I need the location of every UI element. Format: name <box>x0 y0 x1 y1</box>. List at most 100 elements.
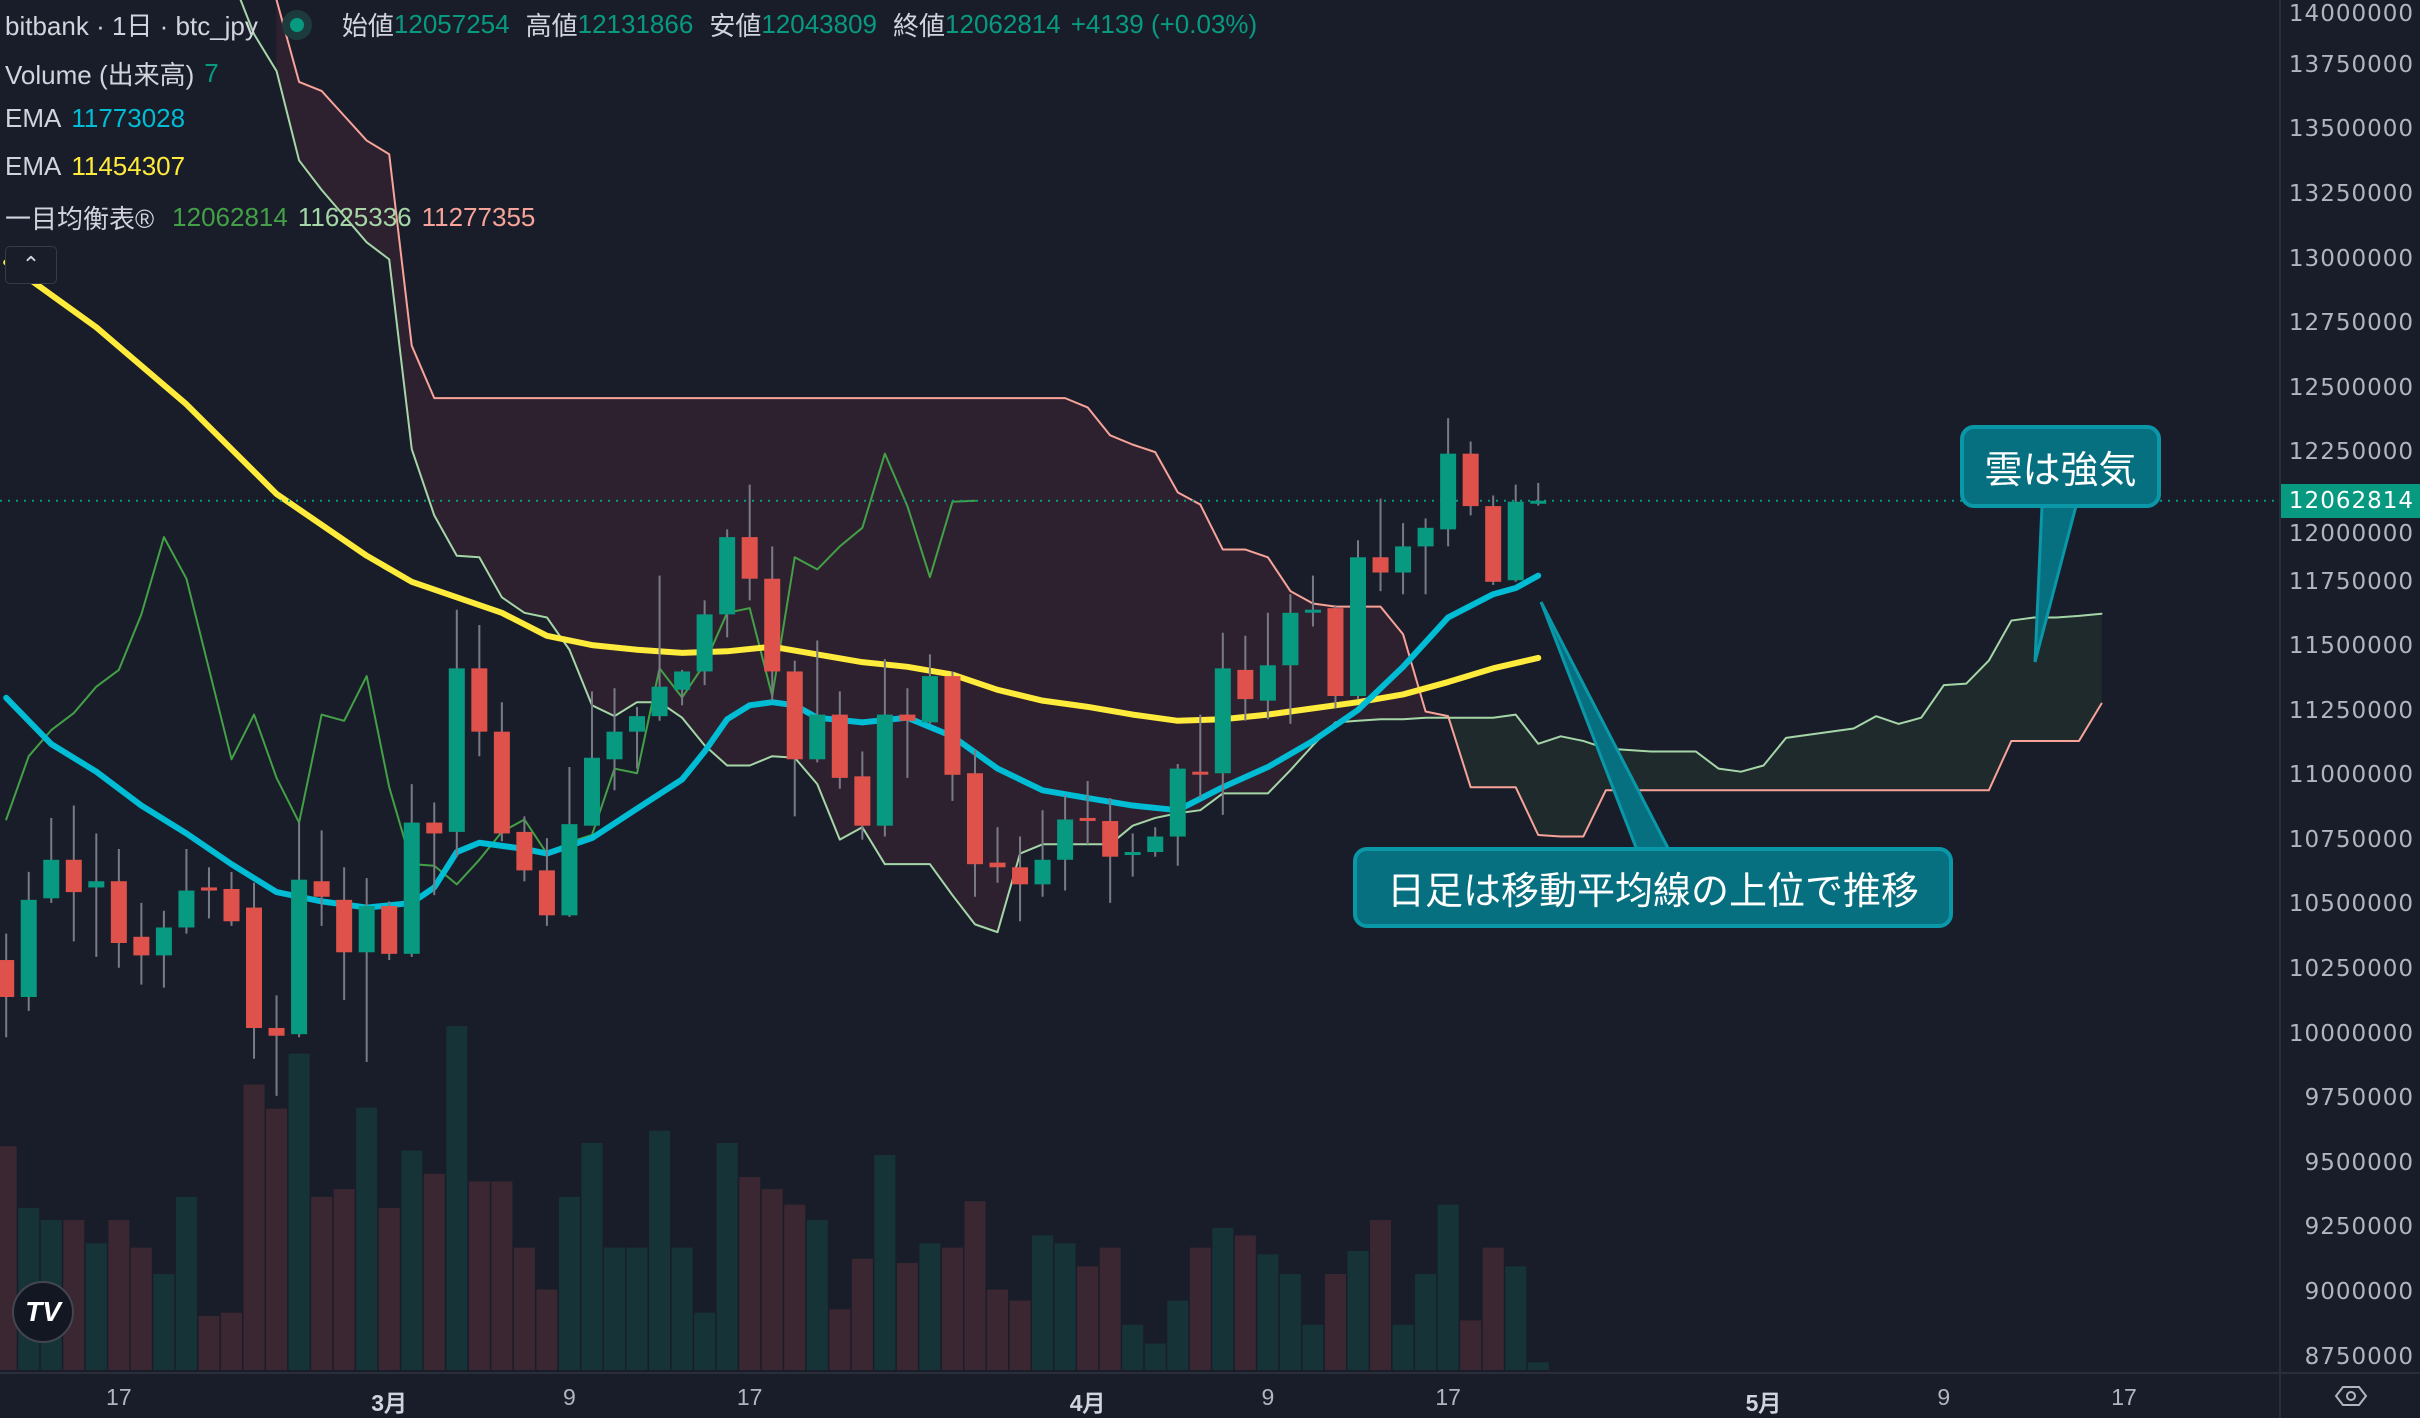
volume-bar <box>288 1053 310 1370</box>
cloud-segment <box>1943 683 1967 791</box>
candle-body <box>291 879 308 1035</box>
candle-body <box>1350 557 1366 696</box>
cloud-segment <box>929 397 953 897</box>
ichimoku-legend[interactable]: 一目均衡表® 12062814 11625336 11277355 <box>5 199 535 236</box>
volume-bar <box>1099 1247 1121 1370</box>
candle <box>1079 780 1096 845</box>
time-tick: 17 <box>2111 1384 2137 1410</box>
candle-body <box>1327 608 1344 696</box>
price-tick: 13750000 <box>2288 51 2414 78</box>
volume-bar <box>874 1155 896 1370</box>
ema-slow-line <box>3 259 1542 724</box>
price-tick: 11000000 <box>2288 762 2414 789</box>
candle-body <box>1237 669 1254 700</box>
volume-bar <box>987 1289 1009 1370</box>
ema-fast-label: EMA <box>5 103 62 133</box>
volume-bar <box>1234 1235 1256 1370</box>
symbol-legend: bitbank · 1日 · btc_jpy 始値 12057254 高値 1213… <box>5 6 1257 43</box>
candle-body <box>381 906 398 954</box>
volume-bar <box>356 1107 378 1370</box>
candle <box>606 688 623 791</box>
candle <box>1147 827 1164 857</box>
volume-bar <box>919 1243 941 1370</box>
price-chart[interactable] <box>0 0 2279 1372</box>
candle <box>1282 594 1299 724</box>
volume-bar <box>964 1201 986 1370</box>
volume-bar <box>311 1196 333 1370</box>
price-axis[interactable]: 8750000 9000000 9250000 9500000 9750000 10000… <box>2279 0 2420 1372</box>
volume-bars <box>0 1026 1549 1370</box>
candle-body <box>110 881 127 943</box>
price-tick: 12000000 <box>2288 520 2414 547</box>
volume-bar <box>266 1108 288 1370</box>
volume-bar <box>1347 1250 1369 1370</box>
candle <box>966 749 983 897</box>
price-tick: 12500000 <box>2288 374 2414 401</box>
candle-body <box>223 888 240 922</box>
candle <box>1507 484 1524 582</box>
volume-bar <box>1144 1343 1166 1370</box>
cloud-segment <box>1560 735 1584 837</box>
candle <box>381 901 398 961</box>
volume-bar <box>1257 1254 1279 1370</box>
cloud-segment <box>1042 397 1066 845</box>
time-tick: 17 <box>736 1384 763 1410</box>
cloud-segment <box>501 397 525 614</box>
time-tick: 4月 <box>1069 1390 1106 1416</box>
callout-above-ma[interactable]: 日足は移動平均線の上位で推移 <box>1353 847 1953 928</box>
low-label: 安値 <box>709 11 762 41</box>
cloud-segment <box>659 397 683 719</box>
candle <box>493 702 510 842</box>
cloud-segment <box>1650 751 1674 791</box>
volume-bar <box>1415 1274 1437 1370</box>
volume-bar <box>333 1189 355 1370</box>
cloud-segment <box>1177 491 1201 814</box>
market-status-icon[interactable] <box>281 9 312 40</box>
symbol-title[interactable]: bitbank · 1日 · btc_jpy <box>5 11 258 41</box>
candle-body <box>854 776 871 826</box>
candle-body <box>809 714 826 760</box>
price-tick: 9500000 <box>2304 1149 2414 1176</box>
ema-fast-legend[interactable]: EMA 11773028 <box>5 103 185 134</box>
change-value: +4139 (+0.03%) <box>1070 9 1258 39</box>
cloud-segment <box>997 397 1021 933</box>
candle <box>1124 833 1141 877</box>
volume-legend[interactable]: Volume (出来高) 7 <box>5 55 219 92</box>
candle <box>223 871 240 926</box>
price-tick: 10000000 <box>2288 1020 2414 1047</box>
candle <box>831 691 848 789</box>
candle-body <box>448 668 465 832</box>
volume-bar <box>536 1289 558 1370</box>
candle-body <box>403 822 420 954</box>
price-tick: 12750000 <box>2288 310 2414 337</box>
candle <box>471 624 488 757</box>
candle-body <box>200 887 217 891</box>
cloud-segment <box>2011 617 2035 742</box>
candle-body <box>155 927 172 956</box>
candle <box>538 838 555 926</box>
volume-bar <box>941 1247 963 1370</box>
ema-slow-legend[interactable]: EMA 11454307 <box>5 151 185 182</box>
axis-settings-button[interactable] <box>2279 1372 2420 1418</box>
candle-body <box>246 907 263 1028</box>
cloud-segment <box>456 397 480 558</box>
volume-bar <box>423 1173 445 1370</box>
time-axis[interactable]: 17 3月 9 17 4月 9 17 5月 9 17 <box>0 1372 2279 1418</box>
candles <box>0 418 1547 1096</box>
tradingview-logo[interactable]: TV <box>12 1281 74 1343</box>
candle <box>1214 632 1231 815</box>
candle-body <box>313 881 330 897</box>
candle-body <box>764 578 781 672</box>
callout-cloud-bullish[interactable]: 雲は強気 <box>1960 425 2161 508</box>
price-tick: 9250000 <box>2304 1214 2414 1241</box>
volume-bar <box>896 1263 918 1370</box>
collapse-legend-button[interactable]: ⌃ <box>5 246 57 284</box>
cloud-segment <box>636 397 660 703</box>
candle <box>1417 518 1434 595</box>
cloud-segment <box>591 397 615 717</box>
candle-body <box>268 1027 285 1036</box>
cloud-segment <box>1537 735 1562 837</box>
volume-bar <box>806 1220 828 1370</box>
volume-bar <box>604 1247 626 1370</box>
volume-bar <box>1189 1247 1211 1370</box>
